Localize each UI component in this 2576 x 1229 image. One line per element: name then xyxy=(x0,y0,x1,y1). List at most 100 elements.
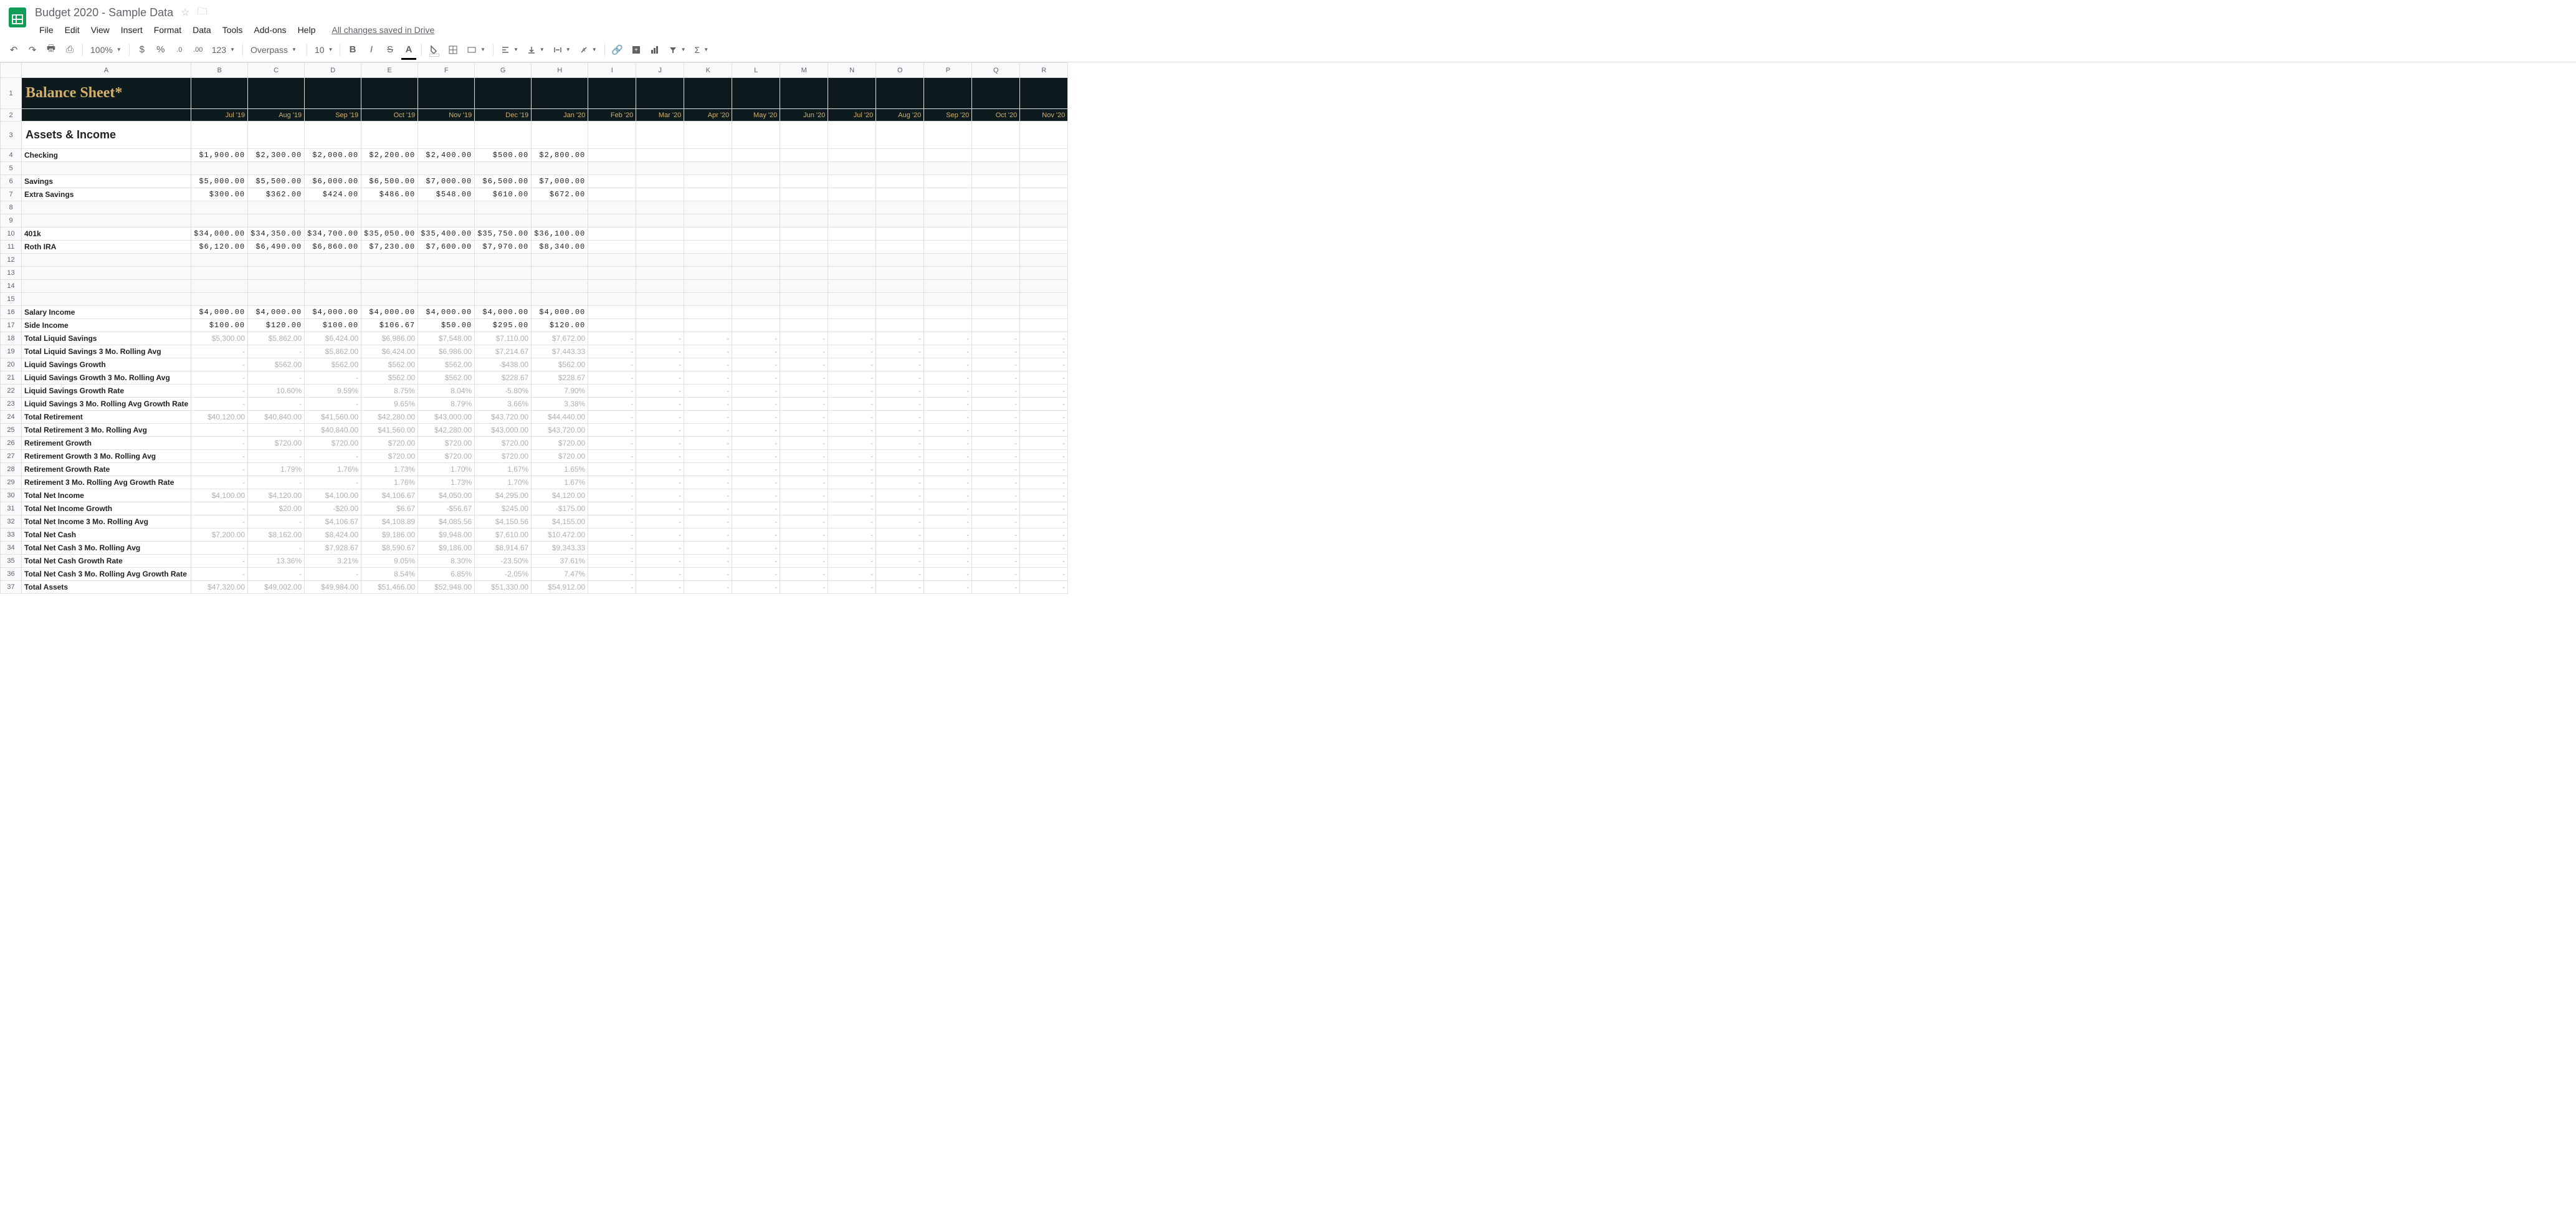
cell[interactable]: -$438.00 xyxy=(475,358,532,371)
cell[interactable] xyxy=(780,78,828,109)
cell[interactable] xyxy=(924,162,972,175)
cell[interactable]: - xyxy=(924,489,972,502)
row-header[interactable]: 5 xyxy=(1,162,22,175)
cell[interactable] xyxy=(876,201,924,214)
cell[interactable] xyxy=(780,280,828,293)
cell[interactable] xyxy=(361,267,418,280)
cell[interactable] xyxy=(248,201,305,214)
cell[interactable] xyxy=(780,254,828,267)
cell[interactable] xyxy=(828,214,876,227)
cell[interactable]: - xyxy=(972,502,1020,515)
paint-format-button[interactable]: ⎙ xyxy=(61,41,79,59)
cell[interactable]: - xyxy=(828,489,876,502)
column-header[interactable]: B xyxy=(191,63,248,78)
row-label[interactable]: Total Net Cash 3 Mo. Rolling Avg Growth … xyxy=(22,568,191,581)
cell[interactable]: - xyxy=(780,411,828,424)
cell[interactable]: - xyxy=(780,581,828,594)
cell[interactable]: - xyxy=(636,385,684,398)
cell[interactable] xyxy=(876,122,924,149)
cell[interactable]: - xyxy=(588,385,636,398)
cell[interactable]: - xyxy=(684,568,732,581)
cell[interactable] xyxy=(418,162,475,175)
cell[interactable] xyxy=(588,267,636,280)
cell[interactable]: - xyxy=(684,398,732,411)
cell[interactable]: 1.70% xyxy=(475,476,532,489)
cell[interactable]: - xyxy=(636,332,684,345)
cell[interactable]: $4,000.00 xyxy=(191,306,248,319)
zoom-select[interactable]: 100%▼ xyxy=(87,42,125,57)
cell[interactable]: $54,912.00 xyxy=(532,581,588,594)
folder-icon[interactable]: 🗀 xyxy=(198,4,208,21)
cell[interactable]: - xyxy=(684,345,732,358)
cell[interactable]: - xyxy=(191,542,248,555)
row-label[interactable]: Total Net Cash Growth Rate xyxy=(22,555,191,568)
cell[interactable]: $7,970.00 xyxy=(475,241,532,254)
cell[interactable] xyxy=(732,293,780,306)
cell[interactable] xyxy=(876,214,924,227)
cell[interactable]: - xyxy=(1020,568,1068,581)
cell[interactable]: - xyxy=(684,463,732,476)
row-label[interactable] xyxy=(22,254,191,267)
cell[interactable] xyxy=(732,241,780,254)
cell[interactable]: $10,472.00 xyxy=(532,528,588,542)
month-header[interactable]: Jan '20 xyxy=(532,109,588,122)
cell[interactable] xyxy=(1020,293,1068,306)
cell[interactable]: $51,330.00 xyxy=(475,581,532,594)
cell[interactable]: - xyxy=(780,345,828,358)
column-header[interactable]: R xyxy=(1020,63,1068,78)
cell[interactable] xyxy=(475,201,532,214)
cell[interactable]: - xyxy=(732,542,780,555)
cell[interactable]: - xyxy=(972,515,1020,528)
cell[interactable]: - xyxy=(636,450,684,463)
cell[interactable] xyxy=(732,78,780,109)
cell[interactable]: - xyxy=(732,332,780,345)
cell[interactable]: $50.00 xyxy=(418,319,475,332)
cell[interactable]: $4,108.89 xyxy=(361,515,418,528)
row-header[interactable]: 30 xyxy=(1,489,22,502)
cell[interactable]: $4,100.00 xyxy=(191,489,248,502)
row-label[interactable]: Liquid Savings Growth xyxy=(22,358,191,371)
cell[interactable] xyxy=(532,122,588,149)
cell[interactable]: - xyxy=(828,345,876,358)
row-label[interactable]: Retirement 3 Mo. Rolling Avg Growth Rate xyxy=(22,476,191,489)
font-size-select[interactable]: 10▼ xyxy=(311,42,336,57)
row-header[interactable]: 1 xyxy=(1,78,22,109)
cell[interactable] xyxy=(191,214,248,227)
cell[interactable] xyxy=(780,149,828,162)
cell[interactable]: $720.00 xyxy=(475,450,532,463)
cell[interactable]: - xyxy=(876,515,924,528)
cell[interactable]: - xyxy=(828,515,876,528)
cell[interactable] xyxy=(1020,227,1068,241)
cell[interactable]: 1.67% xyxy=(532,476,588,489)
cell[interactable] xyxy=(248,267,305,280)
cell[interactable]: 8.79% xyxy=(418,398,475,411)
cell[interactable]: $720.00 xyxy=(248,437,305,450)
cell[interactable]: - xyxy=(924,437,972,450)
cell[interactable]: $34,000.00 xyxy=(191,227,248,241)
cell[interactable] xyxy=(305,293,361,306)
row-header[interactable]: 29 xyxy=(1,476,22,489)
cell[interactable]: $6,986.00 xyxy=(361,332,418,345)
drive-status[interactable]: All changes saved in Drive xyxy=(327,22,439,37)
italic-button[interactable]: I xyxy=(363,41,380,59)
cell[interactable] xyxy=(636,267,684,280)
row-label[interactable] xyxy=(22,201,191,214)
cell[interactable] xyxy=(475,293,532,306)
cell[interactable]: - xyxy=(248,515,305,528)
cell[interactable]: - xyxy=(191,568,248,581)
cell[interactable]: - xyxy=(1020,463,1068,476)
cell[interactable]: $562.00 xyxy=(305,358,361,371)
cell[interactable]: - xyxy=(636,581,684,594)
cell[interactable] xyxy=(924,293,972,306)
row-label[interactable]: Liquid Savings Growth 3 Mo. Rolling Avg xyxy=(22,371,191,385)
cell[interactable]: -23.50% xyxy=(475,555,532,568)
month-header[interactable]: Aug '19 xyxy=(248,109,305,122)
cell[interactable] xyxy=(924,280,972,293)
cell[interactable] xyxy=(732,280,780,293)
cell[interactable] xyxy=(972,175,1020,188)
cell[interactable] xyxy=(532,78,588,109)
cell[interactable]: - xyxy=(780,371,828,385)
cell[interactable]: $6,860.00 xyxy=(305,241,361,254)
cell[interactable]: $4,100.00 xyxy=(305,489,361,502)
cell[interactable]: - xyxy=(924,515,972,528)
